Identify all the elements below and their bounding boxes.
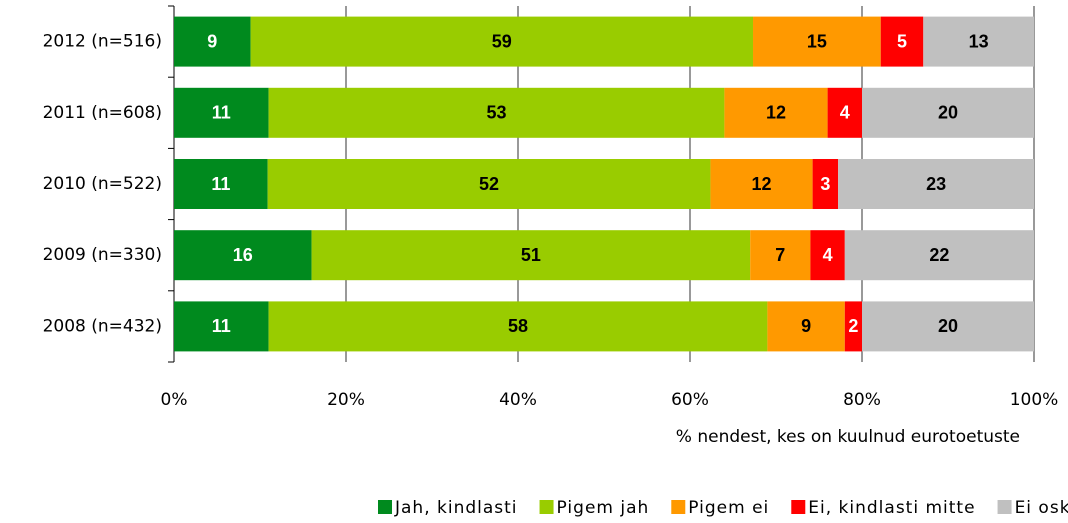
value-label: 5 <box>897 31 907 51</box>
value-label: 15 <box>807 31 827 51</box>
bar-segment <box>174 230 312 281</box>
x-tick-label: 100% <box>1010 390 1059 410</box>
bar-segment <box>710 159 813 209</box>
value-label: 4 <box>840 103 850 123</box>
legend-label: Ei oska öelda <box>1015 498 1068 518</box>
bar-segment <box>923 16 1034 67</box>
x-tick-label: 0% <box>161 390 188 410</box>
bar-segment <box>174 301 269 352</box>
x-axis-title: % nendest, kes on kuulnud eurotoetuste <box>676 427 1020 447</box>
value-label: 11 <box>211 174 230 194</box>
value-label: 13 <box>969 31 989 51</box>
bar-segment <box>844 301 862 352</box>
legend-swatch <box>671 500 686 514</box>
bar-segment <box>750 230 811 281</box>
value-label: 20 <box>938 316 958 336</box>
bar-segment <box>174 16 251 67</box>
bar-segment <box>268 87 725 138</box>
bar-segment <box>268 301 768 352</box>
bar-segment <box>862 301 1034 352</box>
bar-segment <box>267 159 711 209</box>
bar-segment <box>827 87 862 138</box>
value-label: 52 <box>479 174 499 194</box>
value-label: 22 <box>929 245 949 265</box>
value-label: 9 <box>801 316 811 336</box>
bar-segment <box>311 230 751 281</box>
value-label: 4 <box>823 245 833 265</box>
legend-label: Ei, kindlasti mitte <box>808 498 975 518</box>
value-label: 11 <box>212 316 231 336</box>
value-label: 23 <box>926 174 946 194</box>
y-tick-label: 2008 (n=432) <box>43 316 162 336</box>
bar-segment <box>810 230 845 281</box>
value-label: 12 <box>766 103 786 123</box>
bar-segment <box>838 159 1034 209</box>
legend-swatch <box>378 500 392 514</box>
value-label: 20 <box>938 103 958 123</box>
value-label: 16 <box>233 245 253 265</box>
value-label: 53 <box>486 103 506 123</box>
bar-segment <box>880 16 924 67</box>
bar-segment <box>250 16 754 67</box>
x-tick-label: 40% <box>499 390 537 410</box>
value-label: 59 <box>492 31 512 51</box>
legend-swatch <box>791 500 806 514</box>
bar-segment <box>812 159 839 209</box>
bar-segment <box>862 87 1034 138</box>
y-tick-label: 2011 (n=608) <box>43 103 162 123</box>
legend-swatch <box>539 500 554 514</box>
bar-segment <box>174 159 268 209</box>
bar-segment <box>753 16 881 67</box>
legend-label: Pigem jah <box>557 498 650 518</box>
x-tick-label: 60% <box>671 390 709 410</box>
value-label: 9 <box>207 31 217 51</box>
y-tick-label: 2009 (n=330) <box>43 245 162 265</box>
value-label: 11 <box>212 103 231 123</box>
bar-segment <box>724 87 828 138</box>
value-label: 51 <box>521 245 541 265</box>
bar-segment <box>844 230 1034 281</box>
y-tick-label: 2010 (n=522) <box>43 174 162 194</box>
bar-segment <box>174 87 269 138</box>
value-label: 7 <box>775 245 785 265</box>
legend-label: Jah, kindlasti <box>394 498 518 518</box>
value-label: 12 <box>752 174 772 194</box>
value-label: 2 <box>848 316 858 336</box>
legend-swatch <box>997 500 1012 514</box>
value-label: 3 <box>820 174 830 194</box>
x-tick-label: 20% <box>327 390 365 410</box>
value-label: 58 <box>508 316 528 336</box>
y-tick-label: 2012 (n=516) <box>43 32 162 52</box>
legend-label: Pigem ei <box>688 498 769 518</box>
x-tick-label: 80% <box>843 390 881 410</box>
bar-segment <box>767 301 845 352</box>
